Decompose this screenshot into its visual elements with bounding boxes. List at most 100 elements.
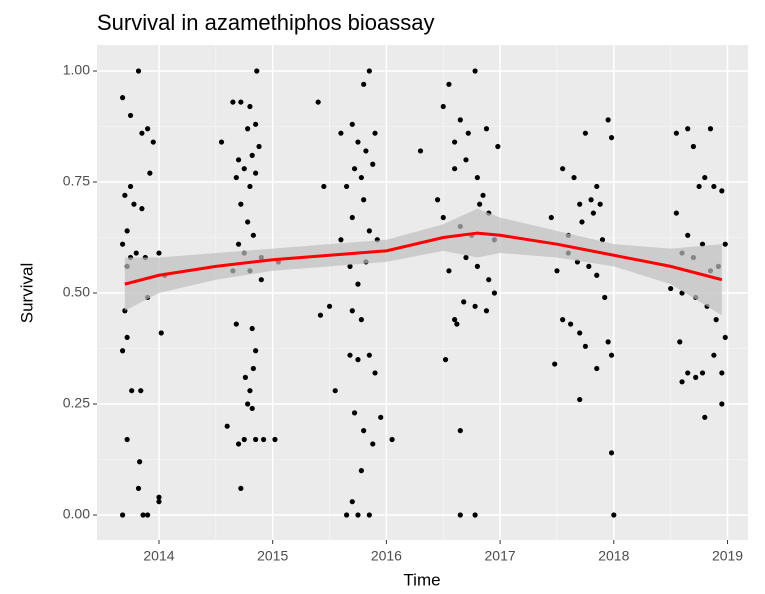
data-point bbox=[495, 143, 501, 150]
data-point bbox=[233, 321, 239, 327]
data-point bbox=[247, 103, 253, 110]
data-point bbox=[677, 339, 683, 345]
data-point bbox=[230, 99, 236, 105]
data-point bbox=[358, 174, 364, 181]
data-point bbox=[245, 219, 251, 225]
data-point bbox=[483, 126, 490, 132]
data-point bbox=[457, 512, 463, 518]
data-point bbox=[685, 232, 691, 238]
data-point bbox=[440, 103, 446, 110]
data-point bbox=[127, 112, 134, 119]
x-tick-label: 2018 bbox=[598, 548, 629, 564]
data-point bbox=[256, 143, 262, 150]
data-point bbox=[673, 210, 679, 216]
data-point bbox=[332, 388, 338, 394]
confidence-band bbox=[124, 208, 722, 316]
data-point bbox=[249, 325, 255, 332]
data-point bbox=[477, 201, 483, 207]
data-point bbox=[253, 436, 259, 443]
data-point bbox=[571, 174, 577, 181]
data-point bbox=[351, 166, 358, 172]
x-tick-label: 2016 bbox=[371, 548, 402, 564]
data-point bbox=[372, 130, 378, 136]
data-point bbox=[605, 117, 611, 123]
data-point bbox=[711, 183, 717, 190]
data-point bbox=[713, 317, 719, 323]
data-point bbox=[597, 201, 603, 207]
data-point bbox=[338, 237, 344, 243]
data-point bbox=[355, 357, 361, 363]
data-point bbox=[235, 241, 242, 247]
y-tick-label: 0.50 bbox=[63, 284, 90, 300]
data-point bbox=[238, 201, 244, 207]
data-point bbox=[349, 214, 355, 221]
data-point bbox=[446, 81, 452, 87]
data-point bbox=[250, 232, 256, 238]
data-point bbox=[548, 214, 554, 221]
data-point bbox=[480, 192, 486, 198]
data-point bbox=[372, 370, 378, 376]
data-point bbox=[343, 183, 350, 190]
data-point bbox=[389, 436, 395, 443]
data-point bbox=[417, 148, 424, 154]
data-point bbox=[254, 68, 260, 74]
y-axis-title: Survival bbox=[17, 263, 36, 323]
data-point bbox=[119, 241, 126, 247]
data-point bbox=[366, 352, 372, 358]
data-point bbox=[577, 201, 583, 207]
data-point bbox=[361, 81, 367, 87]
data-point bbox=[233, 174, 239, 181]
y-tick-label: 0.00 bbox=[63, 506, 90, 522]
data-point bbox=[131, 201, 137, 207]
data-point bbox=[719, 401, 725, 407]
data-point bbox=[474, 263, 480, 269]
data-point bbox=[452, 139, 458, 145]
data-point bbox=[135, 68, 142, 74]
data-point bbox=[347, 352, 353, 358]
data-point bbox=[491, 290, 498, 296]
data-point bbox=[608, 352, 615, 358]
data-point bbox=[349, 499, 355, 505]
data-point bbox=[702, 174, 708, 181]
data-point bbox=[351, 410, 358, 416]
data-point bbox=[347, 263, 353, 269]
data-point bbox=[260, 436, 267, 443]
data-point bbox=[599, 237, 606, 243]
data-point bbox=[122, 192, 128, 198]
data-point bbox=[129, 388, 135, 394]
data-point bbox=[608, 135, 615, 141]
data-point bbox=[138, 388, 144, 394]
data-point bbox=[358, 468, 364, 474]
data-point bbox=[253, 170, 259, 176]
data-point bbox=[247, 388, 253, 394]
data-point bbox=[361, 197, 367, 203]
data-point bbox=[137, 459, 143, 465]
data-point bbox=[472, 512, 478, 518]
data-point bbox=[235, 157, 242, 163]
data-point bbox=[250, 365, 256, 372]
data-point bbox=[238, 99, 244, 105]
data-point bbox=[119, 348, 126, 354]
data-point bbox=[594, 183, 600, 190]
data-point bbox=[463, 254, 469, 261]
data-point bbox=[472, 68, 478, 74]
data-point bbox=[258, 277, 264, 283]
y-tick-label: 0.25 bbox=[63, 395, 90, 411]
data-point bbox=[690, 143, 697, 150]
data-point bbox=[483, 308, 490, 314]
data-point bbox=[693, 374, 699, 380]
data-point bbox=[245, 126, 251, 132]
data-point bbox=[673, 130, 679, 136]
data-point bbox=[696, 183, 702, 190]
data-point bbox=[366, 512, 372, 518]
data-point bbox=[685, 370, 691, 376]
data-point bbox=[241, 436, 247, 443]
data-point bbox=[461, 299, 467, 305]
data-point bbox=[463, 157, 469, 163]
x-axis-title: Time bbox=[403, 570, 440, 589]
data-point bbox=[358, 317, 364, 323]
data-point bbox=[124, 334, 130, 341]
data-point bbox=[241, 166, 247, 172]
data-point bbox=[452, 317, 458, 323]
data-point bbox=[465, 130, 471, 136]
